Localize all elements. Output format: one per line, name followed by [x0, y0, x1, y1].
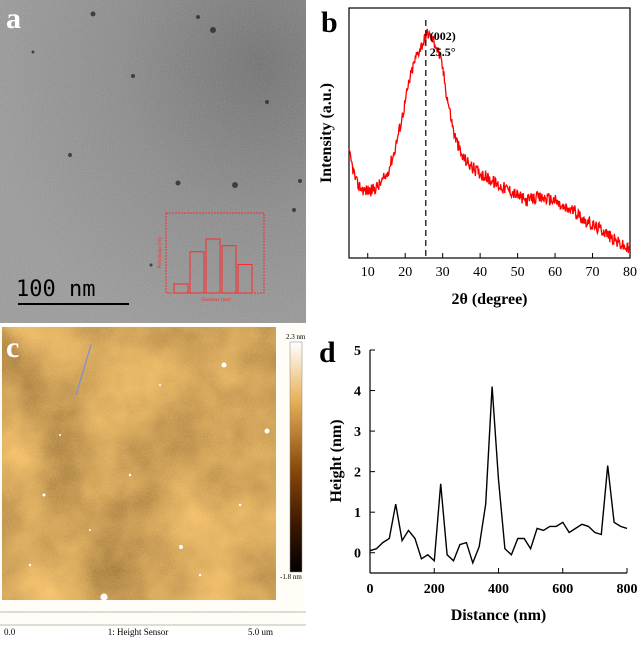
profile-line — [75, 344, 92, 396]
peak-annotation-plane: (002) — [430, 29, 456, 43]
xrd-x-tick-label: 30 — [436, 265, 450, 280]
xrd-chart-panel: b 10 20 30 40 50 60 70 80 (002) 25.5° 2θ (degre… — [313, 0, 640, 318]
peak-annotation-angle: 25.5° — [430, 45, 456, 59]
scale-bar-label: 100 nm — [16, 277, 96, 302]
tem-image-panel: a 100 nm Percentage (%) Diameter (nm) — [0, 0, 306, 323]
height-profile-line — [369, 386, 628, 565]
xrd-x-tick-label: 50 — [511, 265, 525, 280]
profile-y-tick-label: 5 — [354, 344, 361, 359]
xrd-x-tick-label: 10 — [361, 265, 375, 280]
xrd-x-tick-label: 70 — [586, 265, 600, 280]
inset-bar — [189, 251, 205, 294]
profile-y-tick-label: 4 — [354, 385, 361, 400]
xrd-x-tick-label: 20 — [398, 265, 412, 280]
height-profile-chart-panel: d 0 200 400 600 800 0 1 2 3 4 5 Distance (nm) Heig… — [313, 330, 640, 640]
scale-bar — [18, 303, 129, 305]
xrd-x-tick-label: 40 — [473, 265, 487, 280]
panel-letter-d: d — [319, 336, 336, 369]
profile-y-tick-label: 3 — [354, 425, 361, 440]
profile-x-tick-label: 400 — [488, 582, 509, 597]
afm-channel-label: 1: Height Sensor — [108, 627, 169, 637]
colorbar-max-label: 2.3 nm — [286, 333, 306, 341]
afm-footer-left: 0.0 — [4, 627, 16, 637]
profile-x-axis-label: Distance (nm) — [451, 607, 547, 624]
inset-xlabel: Diameter (nm) — [201, 298, 231, 303]
inset-ylabel: Percentage (%) — [158, 237, 163, 268]
afm-height-map: 2.3 nm -1.8 nm 0.0 1: Height Sensor 5.0 … — [0, 327, 306, 637]
inset-bar — [205, 238, 221, 294]
panel-letter-a: a — [6, 2, 21, 35]
inset-bar — [221, 245, 237, 294]
xrd-x-tick-label: 60 — [548, 265, 562, 280]
tem-micrograph — [0, 0, 306, 323]
inset-bar — [237, 264, 253, 294]
xrd-plot-frame — [348, 7, 631, 259]
panel-letter-b: b — [321, 6, 338, 39]
inset-bar — [173, 283, 189, 294]
height-profile-chart: d 0 200 400 600 800 0 1 2 3 4 5 Distance (nm) Heig… — [319, 336, 638, 624]
xrd-series-line — [348, 28, 631, 254]
profile-y-tick-label: 2 — [354, 466, 361, 481]
afm-footer-right: 5.0 um — [248, 627, 273, 637]
profile-y-tick-label: 0 — [354, 547, 361, 562]
xrd-chart: b 10 20 30 40 50 60 70 80 (002) 25.5° 2θ (degre… — [318, 6, 637, 308]
xrd-x-axis-label: 2θ (degree) — [451, 291, 527, 308]
profile-y-tick-label: 1 — [354, 506, 361, 521]
profile-x-tick-label: 600 — [552, 582, 573, 597]
afm-image-panel: 2.3 nm -1.8 nm 0.0 1: Height Sensor 5.0 … — [0, 325, 306, 640]
size-distribution-inset: Percentage (%) Diameter (nm) — [158, 212, 265, 303]
profile-x-tick-label: 0 — [367, 582, 374, 597]
xrd-x-tick-label: 80 — [623, 265, 637, 280]
profile-y-axis-label: Height (nm) — [328, 419, 345, 502]
height-colorbar — [289, 341, 303, 573]
colorbar-min-label: -1.8 nm — [280, 573, 302, 581]
profile-x-tick-label: 800 — [617, 582, 638, 597]
xrd-y-axis-label: Intensity (a.u.) — [318, 83, 335, 183]
panel-letter-c: c — [6, 331, 20, 364]
profile-x-tick-label: 200 — [424, 582, 445, 597]
